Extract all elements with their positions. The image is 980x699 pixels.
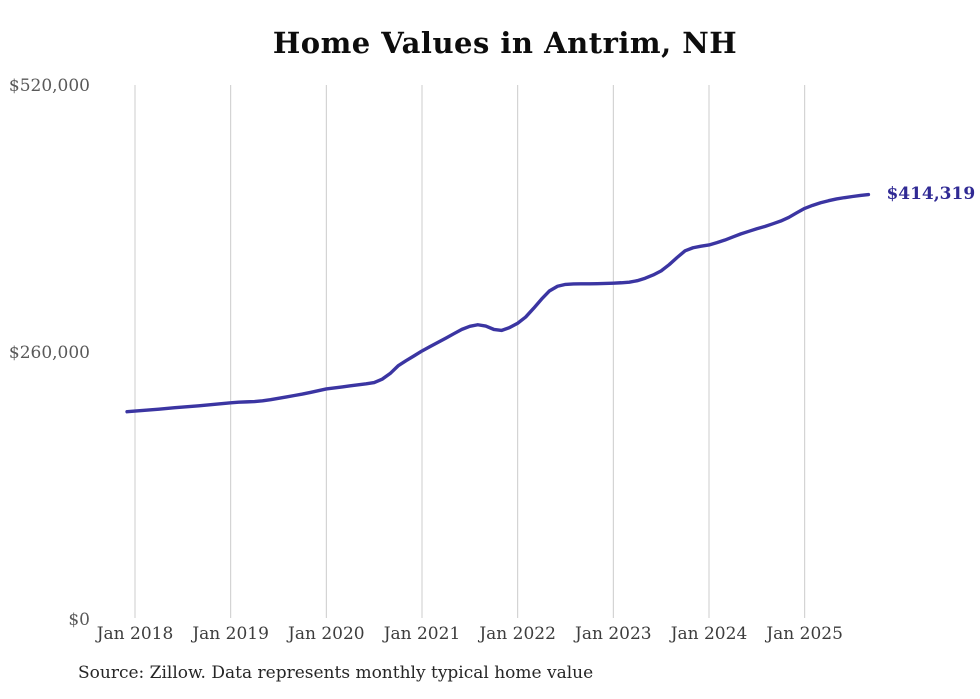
- x-axis-tick-label: Jan 2023: [575, 624, 652, 644]
- y-axis-tick-label: $0: [68, 610, 90, 630]
- home-value-line-series: [125, 192, 871, 414]
- x-axis-tick-label: Jan 2019: [192, 624, 269, 644]
- y-axis-tick-label: $260,000: [8, 343, 90, 363]
- source-note: Source: Zillow. Data represents monthly …: [78, 663, 594, 683]
- latest-value-label: $414,319: [886, 183, 976, 204]
- x-axis-tick-label: Jan 2025: [766, 624, 843, 644]
- chart-title: Home Values in Antrim, NH: [272, 26, 738, 60]
- x-axis-tick-label: Jan 2020: [288, 624, 365, 644]
- x-axis-tick-label: Jan 2021: [383, 624, 461, 644]
- y-axis-tick-label: $520,000: [8, 76, 90, 96]
- x-axis-tick-label: Jan 2024: [670, 624, 748, 644]
- year-gridlines: [134, 85, 806, 618]
- x-axis-tick-label: Jan 2018: [96, 624, 174, 644]
- x-axis-tick-label: Jan 2022: [479, 624, 556, 644]
